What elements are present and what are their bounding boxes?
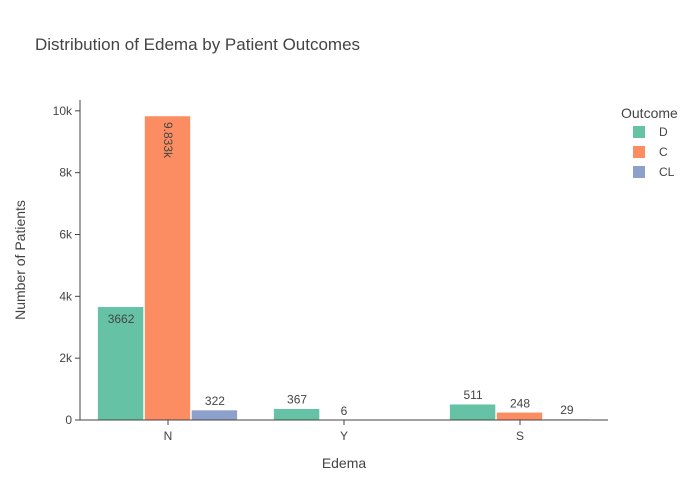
y-tick-label: 10k — [53, 104, 73, 118]
bars-group — [97, 115, 590, 421]
bar — [144, 115, 191, 421]
legend: Outcome DC CL — [621, 105, 678, 179]
x-tick-label: Y — [340, 429, 348, 443]
x-tick-label: N — [164, 429, 173, 443]
legend-swatch — [633, 166, 645, 178]
bar — [191, 409, 238, 421]
bar-value-label: 248 — [510, 396, 530, 410]
x-axis-title: Edema — [322, 455, 367, 471]
chart-title: Distribution of Edema by Patient Outcome… — [35, 35, 360, 54]
legend-swatch — [633, 126, 645, 138]
bar-value-label: 29 — [560, 403, 574, 417]
bar — [496, 412, 543, 421]
y-axis: 0 2k 4k 6k 8k 10k — [53, 100, 81, 427]
y-tick-label: 8k — [59, 166, 73, 180]
bar-value-label: 367 — [287, 393, 307, 407]
bar-value-label: 9.833k — [161, 122, 175, 159]
y-axis-title: Number of Patients — [12, 200, 28, 320]
legend-label: C — [659, 145, 668, 159]
bar — [273, 408, 320, 421]
legend-label: D — [659, 125, 668, 139]
legend-swatch — [633, 146, 645, 158]
y-tick-label: 0 — [65, 413, 72, 427]
y-tick-label: 6k — [59, 227, 73, 241]
bar-labels-group: 3662 9.833k 322 367 6 511 248 29 — [108, 122, 574, 418]
y-tick-label: 2k — [59, 351, 73, 365]
bar-value-label: 3662 — [108, 312, 135, 326]
bar-value-label: 511 — [463, 388, 482, 402]
x-tick-label: S — [516, 429, 524, 443]
bar — [449, 403, 496, 421]
legend-label: CL — [659, 165, 675, 179]
legend-title: Outcome — [621, 105, 678, 121]
bar-value-label: 322 — [205, 394, 225, 408]
y-tick-label: 4k — [59, 289, 73, 303]
bar-value-label: 6 — [341, 404, 348, 418]
